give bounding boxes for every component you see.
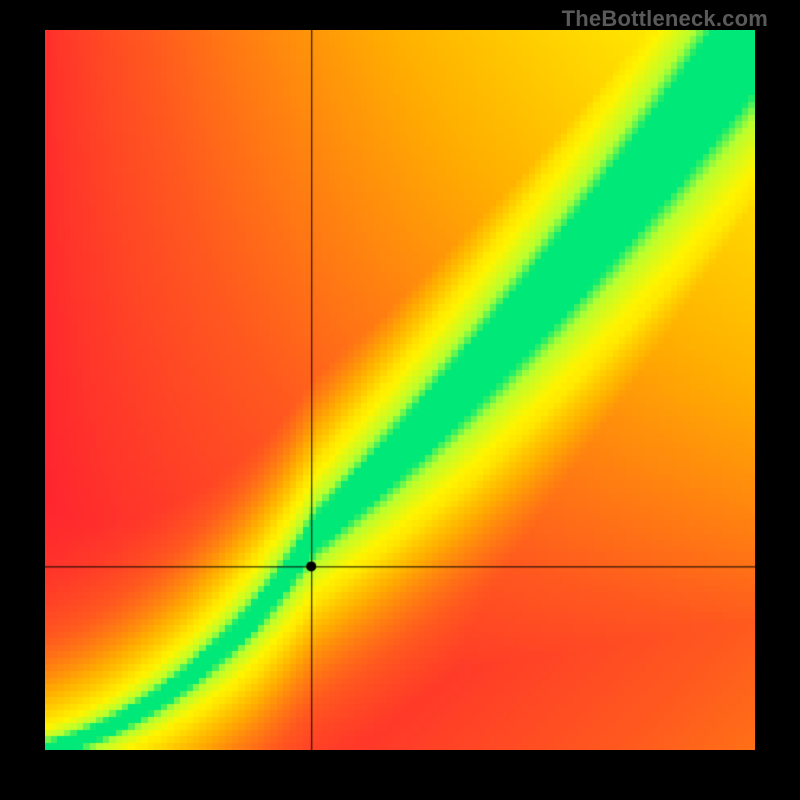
bottleneck-heatmap: [45, 30, 755, 750]
watermark-text: TheBottleneck.com: [562, 6, 768, 32]
